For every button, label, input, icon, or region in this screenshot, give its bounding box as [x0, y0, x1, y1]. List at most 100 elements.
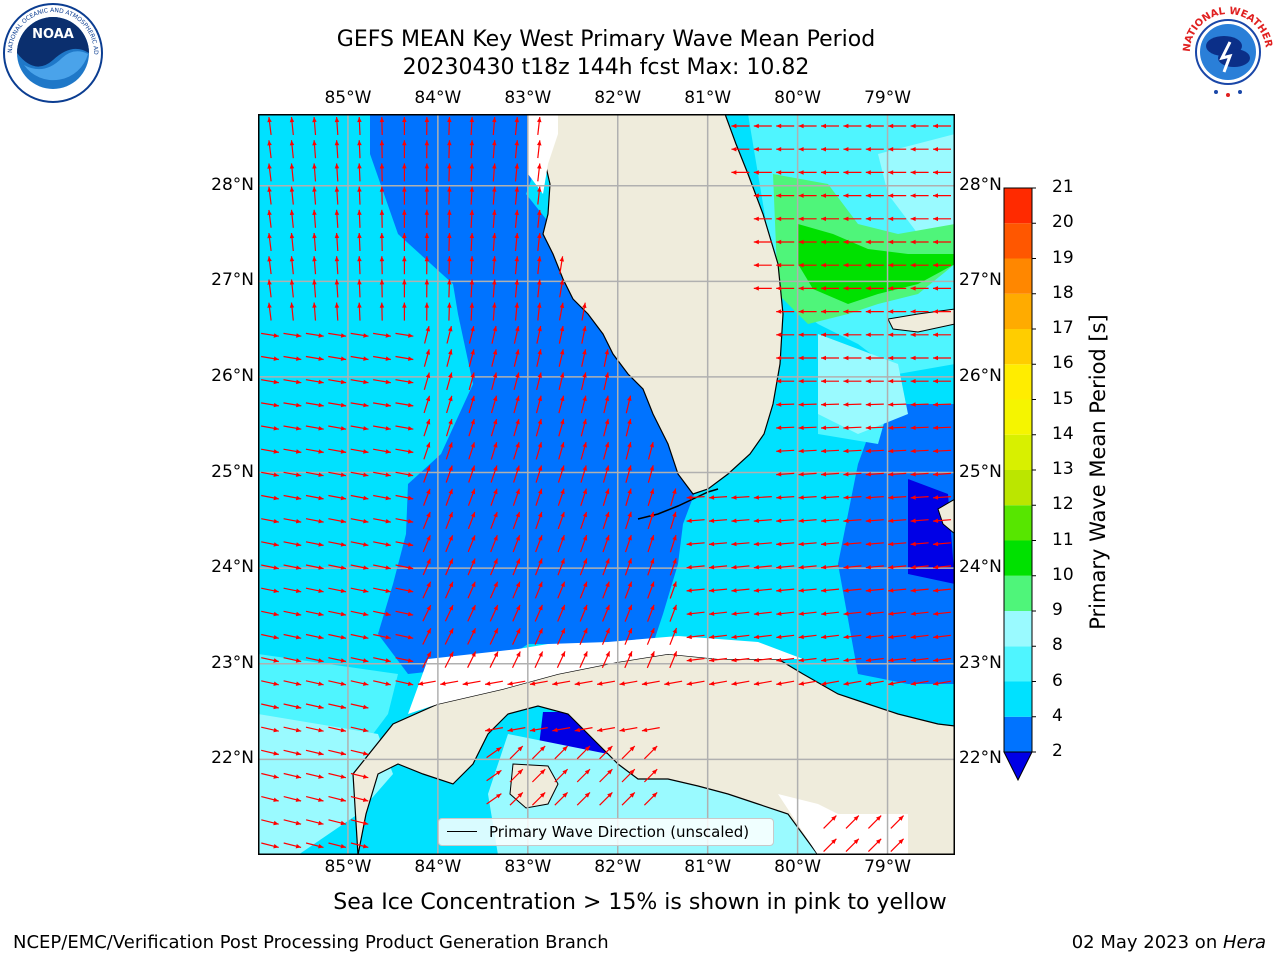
wave-direction-arrow: [798, 378, 817, 384]
wave-direction-arrow: [491, 349, 498, 367]
wave-direction-arrow: [373, 657, 391, 663]
wave-direction-arrow: [888, 448, 907, 454]
wave-direction-arrow: [580, 488, 587, 506]
wave-direction-arrow: [670, 488, 677, 507]
wave-direction-arrow: [462, 680, 481, 686]
wave-direction-arrow: [647, 581, 655, 599]
wave-direction-arrow: [509, 768, 524, 783]
wave-direction-arrow: [537, 117, 542, 135]
wave-direction-arrow: [534, 581, 543, 599]
wave-direction-arrow: [312, 256, 317, 275]
wave-direction-arrow: [261, 355, 279, 361]
wave-direction-arrow: [328, 796, 347, 802]
wave-direction-arrow: [798, 309, 817, 314]
wave-direction-arrow: [514, 302, 519, 321]
wave-direction-arrow: [512, 627, 521, 645]
wave-direction-arrow: [312, 116, 317, 136]
wave-direction-arrow: [798, 448, 817, 454]
wave-direction-arrow: [395, 402, 414, 408]
wave-direction-arrow: [395, 587, 414, 593]
period-under-2-zone: [908, 479, 955, 584]
wave-direction-arrow: [512, 511, 521, 530]
wave-direction-arrow: [708, 495, 728, 500]
white-nodata: [528, 114, 558, 194]
wave-direction-arrow: [865, 147, 884, 152]
wave-direction-arrow: [576, 745, 591, 760]
wave-direction-arrow: [753, 286, 772, 291]
wave-direction-arrow: [305, 587, 324, 593]
wave-direction-arrow: [753, 634, 772, 640]
wave-direction-arrow: [513, 395, 520, 414]
wave-direction-arrow: [492, 279, 497, 298]
wave-direction-arrow: [932, 541, 952, 547]
wave-direction-arrow: [776, 634, 795, 640]
wave-direction-arrow: [865, 123, 884, 129]
wave-direction-arrow: [580, 511, 588, 530]
wave-direction-arrow: [486, 793, 502, 805]
wave-direction-arrow: [536, 325, 542, 344]
wave-direction-arrow: [305, 796, 324, 802]
wave-direction-arrow: [580, 418, 587, 437]
period-8-9-zone: [258, 714, 393, 855]
wave-direction-arrow: [559, 256, 564, 275]
wave-direction-arrow: [469, 256, 475, 275]
wave-direction-arrow: [395, 680, 414, 686]
wave-direction-arrow: [624, 558, 632, 576]
wave-direction-arrow: [843, 378, 862, 384]
wave-direction-arrow: [424, 186, 430, 205]
wave-direction-arrow: [395, 657, 414, 663]
wave-direction-arrow: [619, 727, 638, 733]
longitude-label: 83°W: [504, 88, 552, 108]
wave-direction-arrow: [395, 541, 414, 547]
wave-direction-arrow: [379, 256, 385, 275]
wave-direction-arrow: [558, 442, 565, 460]
wave-direction-arrow: [843, 286, 862, 291]
wave-direction-arrow: [843, 123, 862, 129]
wave-direction-arrow: [350, 842, 369, 849]
wave-direction-arrow: [490, 442, 498, 460]
wave-direction-arrow: [535, 395, 542, 414]
wave-direction-arrow: [776, 518, 795, 523]
wave-direction-arrow: [350, 726, 369, 733]
latitude-label: 22°N: [959, 748, 1002, 769]
wave-direction-arrow: [446, 325, 453, 344]
wave-direction-arrow: [580, 534, 588, 553]
colorbar-tick-label: 18: [1052, 282, 1074, 303]
wave-direction-arrow: [821, 634, 839, 640]
wave-direction-arrow: [261, 633, 279, 640]
wave-direction-arrow: [373, 355, 391, 361]
wave-direction-arrow: [581, 325, 587, 344]
wave-direction-arrow: [468, 349, 475, 367]
wave-direction-arrow: [708, 541, 728, 547]
wave-direction-arrow: [821, 170, 839, 175]
wave-direction-arrow: [261, 541, 279, 547]
wave-direction-arrow: [932, 425, 952, 430]
wave-direction-arrow: [867, 815, 882, 829]
wave-direction-arrow: [283, 796, 302, 802]
wave-direction-arrow: [373, 541, 391, 547]
wave-direction-arrow: [531, 768, 546, 783]
wave-direction-arrow: [492, 116, 497, 136]
wave-direction-arrow: [888, 588, 907, 593]
wave-direction-arrow: [865, 402, 884, 407]
wave-direction-arrow: [686, 657, 705, 663]
wave-direction-arrow: [708, 564, 728, 570]
longitude-label: 80°W: [774, 857, 822, 877]
wave-direction-arrow: [731, 588, 750, 593]
longitude-label: 79°W: [864, 88, 912, 108]
colorbar-tick-label: 13: [1052, 459, 1074, 479]
wave-direction-arrow: [603, 441, 610, 460]
wave-direction-arrow: [798, 472, 817, 477]
wave-direction-arrow: [305, 772, 324, 779]
wave-direction-arrow: [821, 193, 839, 198]
wave-direction-arrow: [422, 651, 432, 668]
wave-direction-arrow: [492, 209, 497, 228]
wave-direction-arrow: [776, 216, 795, 222]
colorbar-tick-label: 16: [1052, 353, 1074, 374]
colorbar-swatch: [1004, 575, 1032, 611]
wave-direction-arrow: [820, 472, 840, 477]
wave-direction-arrow: [260, 448, 280, 454]
wave-direction-arrow: [305, 402, 324, 408]
wave-direction-arrow: [932, 448, 952, 454]
wave-direction-arrow: [843, 262, 862, 268]
